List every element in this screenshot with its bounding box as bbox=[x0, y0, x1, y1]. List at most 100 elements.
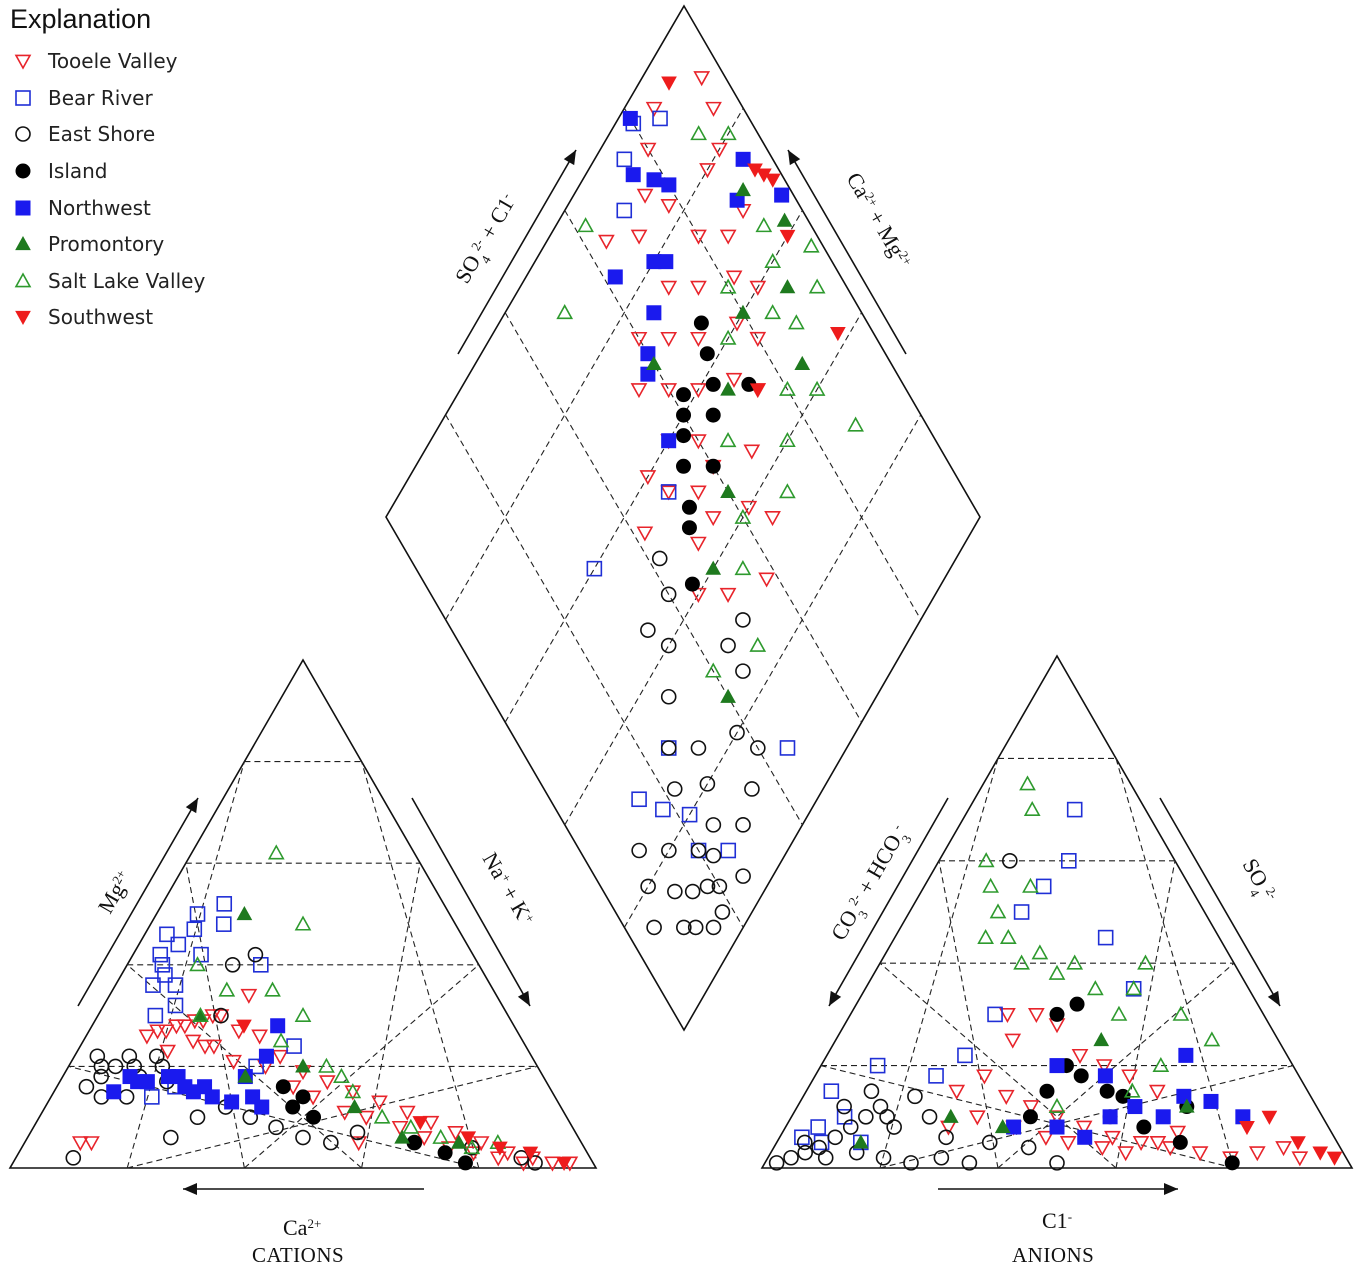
anion-point bbox=[987, 1006, 1003, 1023]
anion-point bbox=[852, 1134, 869, 1149]
anion-point bbox=[1048, 964, 1066, 980]
cation-point bbox=[78, 1078, 95, 1095]
diamond-point bbox=[660, 383, 678, 399]
anion-point bbox=[1013, 904, 1030, 920]
anion-point bbox=[1110, 1005, 1128, 1021]
anion-point bbox=[1117, 1146, 1135, 1162]
cation-point bbox=[268, 1119, 284, 1136]
diamond-point bbox=[655, 801, 671, 818]
anion-point bbox=[1275, 1141, 1292, 1157]
cation-point bbox=[248, 1058, 264, 1075]
diamond-point bbox=[788, 314, 805, 330]
diamond-point bbox=[684, 883, 701, 900]
legend-marker-northwest bbox=[15, 200, 31, 216]
anion-point bbox=[1097, 929, 1114, 946]
diamond-point bbox=[690, 331, 707, 348]
diamond-point bbox=[705, 101, 722, 117]
cation-right-arrow-head bbox=[517, 990, 530, 1006]
diamond-point bbox=[779, 432, 796, 448]
diamond-point bbox=[676, 387, 692, 403]
anion-point bbox=[1172, 1134, 1188, 1150]
diamond-point bbox=[719, 329, 737, 345]
diamond-point bbox=[640, 622, 656, 638]
anion-point bbox=[1137, 954, 1154, 970]
diamond-point bbox=[719, 229, 737, 245]
diamond-point bbox=[711, 878, 728, 895]
cation-point bbox=[513, 1150, 530, 1166]
anion-left-arrow-head bbox=[829, 990, 842, 1006]
diamond-point bbox=[725, 270, 743, 286]
legend-label: Salt Lake Valley bbox=[48, 268, 206, 293]
diamond-point bbox=[622, 110, 638, 126]
diamond-point bbox=[705, 560, 722, 575]
legend-symbol bbox=[14, 54, 32, 70]
anion-point bbox=[836, 1098, 852, 1115]
cation-point bbox=[460, 1131, 477, 1146]
cation-left-axis-label: Mg2+ bbox=[93, 867, 137, 918]
diamond-point bbox=[720, 842, 737, 859]
cation-point bbox=[295, 1089, 311, 1105]
cation-point bbox=[118, 1089, 135, 1105]
anion-point bbox=[1023, 800, 1041, 817]
cation-grid-b bbox=[127, 1065, 538, 1169]
anion-point bbox=[1127, 1099, 1143, 1115]
cation-point bbox=[89, 1048, 106, 1065]
cation-point bbox=[204, 1009, 222, 1025]
diamond-point bbox=[631, 842, 647, 859]
series-east-shore bbox=[65, 550, 1065, 1171]
diamond-point bbox=[719, 587, 737, 603]
diamond-point bbox=[744, 781, 760, 797]
diamond-grid-a bbox=[504, 312, 803, 826]
series-tooele-valley bbox=[71, 71, 1309, 1172]
anion-point bbox=[1312, 1146, 1329, 1161]
diamond-point bbox=[749, 331, 767, 347]
anion-point bbox=[1086, 980, 1104, 996]
diamond-right-arrow bbox=[787, 149, 907, 355]
anion-point bbox=[948, 1084, 966, 1100]
diamond-point bbox=[625, 167, 641, 183]
cation-point bbox=[254, 1099, 270, 1115]
anion-point bbox=[1093, 1141, 1111, 1157]
anion-point bbox=[1203, 1093, 1219, 1109]
diagram-frames bbox=[8, 4, 1354, 1169]
diamond-upper-right-axis-label: Ca2+ + Mg2+ bbox=[842, 168, 917, 272]
cation-point bbox=[159, 1044, 176, 1060]
diamond-point bbox=[640, 346, 656, 362]
anion-point bbox=[1178, 1047, 1194, 1063]
cation-point bbox=[196, 1039, 214, 1055]
cation-point bbox=[432, 1128, 450, 1144]
diamond-point bbox=[705, 458, 721, 474]
anion-point bbox=[1061, 852, 1077, 869]
anion-point bbox=[1069, 996, 1085, 1012]
cation-point bbox=[145, 977, 161, 993]
anion-point bbox=[1104, 1130, 1121, 1146]
diamond-point bbox=[735, 817, 751, 833]
cation-point bbox=[451, 1134, 467, 1149]
diamond-point bbox=[661, 177, 677, 193]
anion-point bbox=[1093, 1031, 1110, 1047]
cation-point bbox=[398, 1105, 416, 1121]
diamond-point bbox=[690, 434, 707, 450]
anion-grid-b bbox=[997, 962, 1235, 1169]
diamond-point bbox=[684, 576, 700, 592]
diamond-point bbox=[740, 500, 758, 516]
anion-point bbox=[1004, 1033, 1022, 1049]
cation-point bbox=[236, 905, 253, 921]
anion-point bbox=[1059, 1136, 1077, 1152]
cation-point bbox=[447, 1126, 464, 1142]
cation-point bbox=[157, 1024, 175, 1040]
cation-point bbox=[186, 921, 203, 938]
diamond-frame bbox=[385, 4, 981, 1032]
diamond-point bbox=[690, 383, 707, 399]
legend-item-bear-river: Bear River bbox=[10, 80, 205, 117]
cation-point bbox=[318, 1057, 335, 1073]
anion-point bbox=[1176, 1088, 1192, 1104]
legend-label: Bear River bbox=[48, 85, 153, 110]
anion-point bbox=[1027, 1007, 1045, 1024]
legend-label: East Shore bbox=[48, 122, 156, 147]
anion-point bbox=[999, 928, 1017, 945]
anion-grid-b bbox=[879, 1065, 1294, 1169]
legend-symbol bbox=[15, 236, 31, 251]
anion-point bbox=[1326, 1151, 1343, 1166]
cation-point bbox=[270, 1018, 286, 1034]
